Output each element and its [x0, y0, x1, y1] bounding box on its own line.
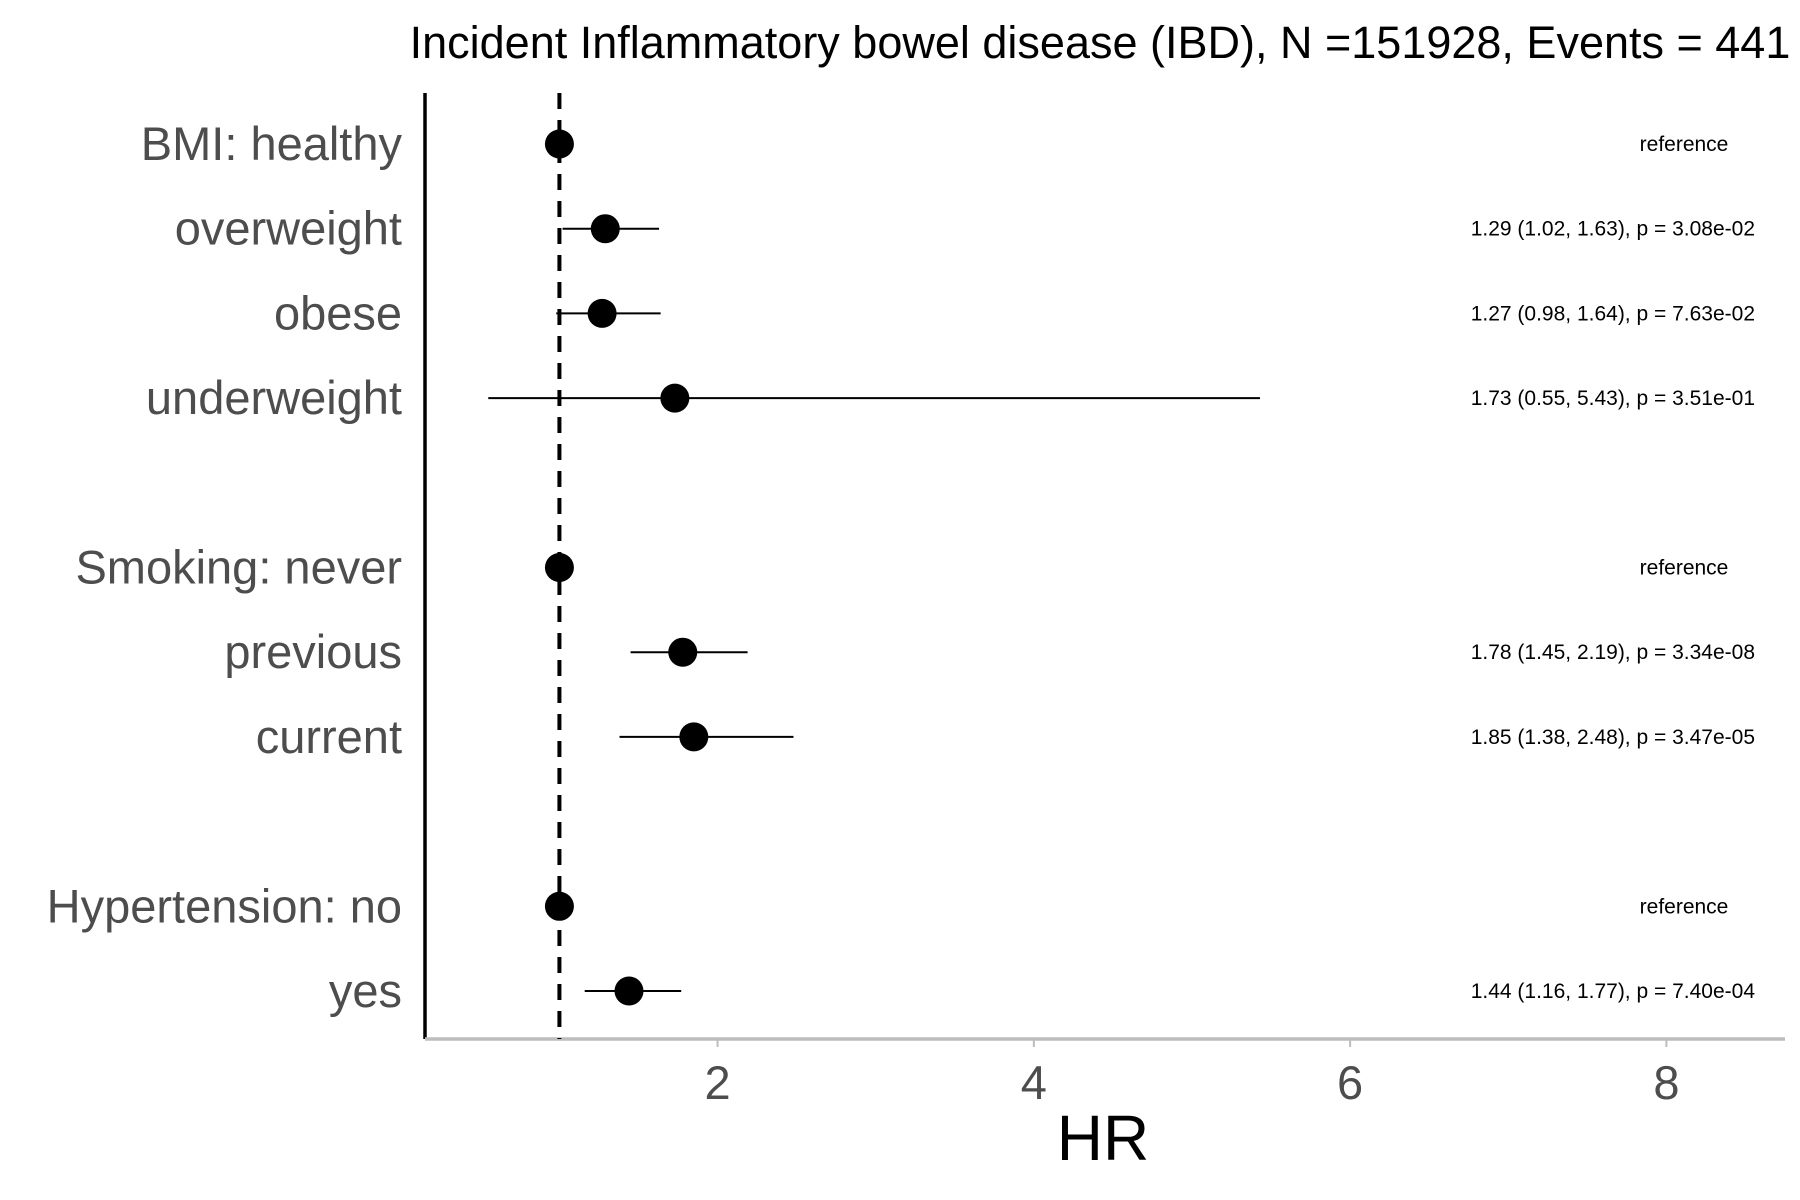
hr-point — [544, 129, 574, 159]
hr-annotation: 1.44 (1.16, 1.77), p = 7.40e-04 — [1471, 980, 1756, 1003]
hr-annotation: 1.78 (1.45, 2.19), p = 3.34e-08 — [1471, 641, 1755, 664]
row-label: BMI: healthy — [141, 117, 403, 170]
hr-point — [668, 637, 698, 667]
row-label: underweight — [146, 371, 402, 424]
hr-annotation: 1.27 (0.98, 1.64), p = 7.63e-02 — [1471, 302, 1755, 325]
row-label: Hypertension: no — [47, 879, 402, 932]
x-tick-label: 6 — [1337, 1056, 1363, 1109]
chart-title: Incident Inflammatory bowel disease (IBD… — [410, 17, 1791, 68]
row-label: Smoking: never — [75, 541, 402, 594]
hr-point — [679, 722, 709, 752]
hr-annotation: reference — [1640, 557, 1729, 580]
x-tick-label: 4 — [1021, 1056, 1047, 1109]
hr-annotation: 1.73 (0.55, 5.43), p = 3.51e-01 — [1471, 387, 1755, 410]
hr-point — [544, 553, 574, 582]
hr-annotation: reference — [1640, 133, 1729, 156]
row-label: yes — [329, 964, 402, 1017]
row-label: overweight — [175, 202, 402, 255]
plot-area: 2 4 6 8 BMI: healthy reference overweight 1.29 … — [47, 93, 1785, 1109]
hr-point — [590, 214, 620, 244]
hr-annotation: 1.29 (1.02, 1.63), p = 3.08e-02 — [1471, 218, 1755, 241]
hr-point — [544, 891, 574, 921]
hr-annotation: 1.85 (1.38, 2.48), p = 3.47e-05 — [1471, 726, 1755, 749]
hr-point — [660, 383, 690, 413]
hr-point — [614, 976, 644, 1006]
hr-annotation: reference — [1640, 895, 1729, 918]
hr-point — [587, 298, 617, 328]
row-label: current — [256, 710, 402, 763]
x-tick-label: 8 — [1653, 1056, 1679, 1109]
x-tick-label: 2 — [704, 1056, 730, 1109]
x-axis-title: HR — [1057, 1102, 1149, 1174]
row-label: obese — [274, 286, 402, 339]
row-label: previous — [224, 625, 402, 678]
